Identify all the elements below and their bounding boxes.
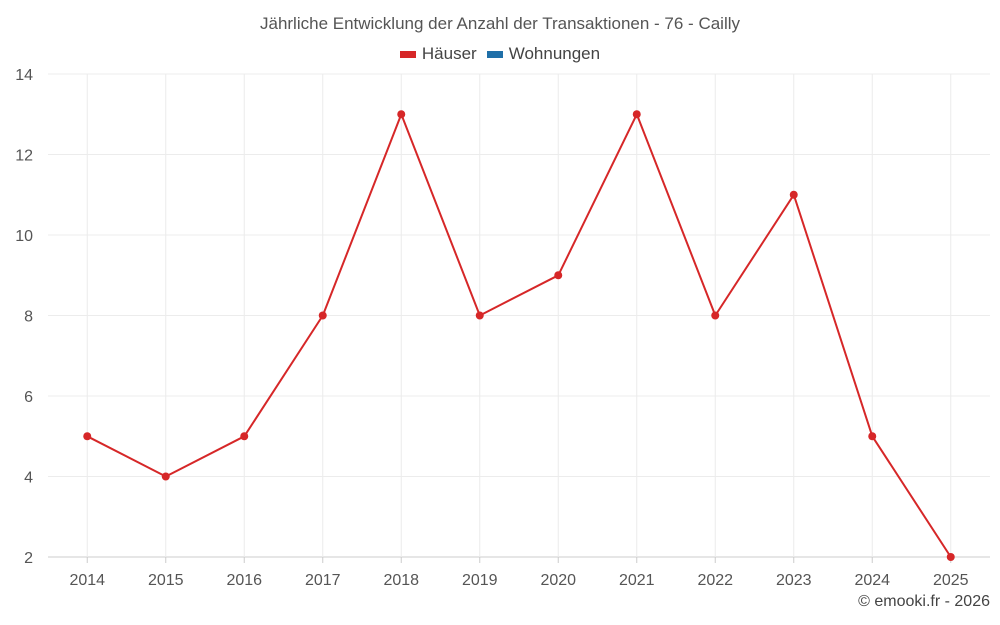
x-tick-label: 2014: [69, 572, 105, 589]
data-point[interactable]: [240, 432, 249, 441]
y-tick-label: 2: [24, 550, 33, 567]
credit: © emooki.fr - 2026: [858, 593, 990, 610]
legend-swatch-wohnungen: [486, 50, 503, 58]
x-tick-label: 2019: [462, 572, 498, 589]
legend-item-haeuser[interactable]: Häuser: [399, 44, 477, 64]
y-tick-label: 10: [15, 228, 33, 245]
x-tick-label: 2022: [697, 572, 733, 589]
grid: [48, 73, 990, 563]
data-point[interactable]: [789, 190, 798, 199]
legend-label-wohnungen: Wohnungen: [508, 44, 601, 63]
legend-label-haeuser: Häuser: [421, 44, 477, 63]
x-tick-label: 2015: [148, 572, 184, 589]
x-tick-label: 2021: [619, 572, 655, 589]
data-point[interactable]: [161, 472, 170, 481]
data-point[interactable]: [868, 432, 877, 441]
x-tick-label: 2024: [854, 572, 890, 589]
y-tick-label: 4: [24, 470, 33, 487]
data-point[interactable]: [711, 311, 720, 320]
y-axis-ticks: 2 4 6 8 10 12 14: [15, 67, 33, 567]
x-tick-label: 2018: [383, 572, 419, 589]
data-point[interactable]: [475, 311, 484, 320]
series-line-0: [86, 113, 952, 558]
series-layer: [83, 110, 955, 561]
x-tick-label: 2017: [305, 572, 341, 589]
x-axis-ticks: 2014 2015 2016 2017 2018 2019 2020 2021 2022 2023…: [69, 572, 968, 589]
y-tick-label: 14: [15, 67, 33, 84]
y-tick-label: 12: [15, 148, 33, 165]
y-tick-label: 8: [24, 309, 33, 326]
y-tick-label: 6: [24, 389, 33, 406]
legend-item-wohnungen[interactable]: Wohnungen: [486, 44, 601, 64]
legend-swatch-haeuser: [399, 50, 416, 58]
legend: Häuser Wohnungen: [0, 44, 1000, 64]
data-point[interactable]: [946, 553, 955, 561]
chart-title: Jährliche Entwicklung der Anzahl der Tra…: [259, 14, 741, 33]
x-tick-label: 2025: [933, 572, 969, 589]
data-point[interactable]: [554, 271, 563, 280]
data-point[interactable]: [397, 110, 406, 119]
x-tick-label: 2020: [540, 572, 576, 589]
data-point[interactable]: [318, 311, 327, 320]
x-tick-label: 2016: [226, 572, 262, 589]
data-point[interactable]: [83, 432, 92, 441]
x-tick-label: 2023: [776, 572, 812, 589]
data-point[interactable]: [632, 110, 641, 119]
